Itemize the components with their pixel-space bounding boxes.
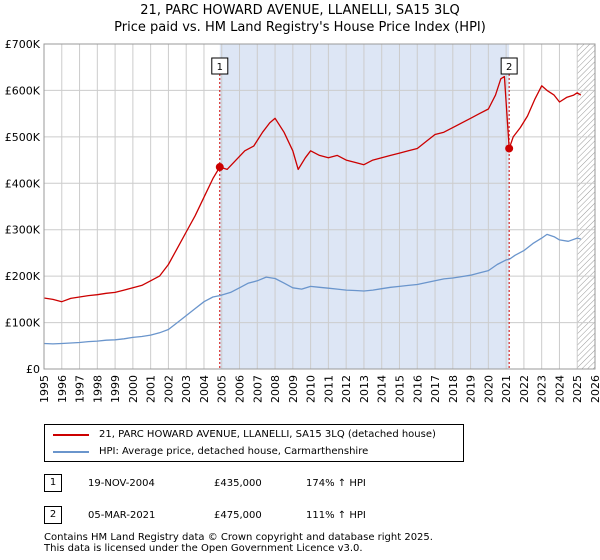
- annotation-box: [211, 57, 229, 75]
- x-tick-label: 2009: [287, 375, 300, 403]
- transaction-number: 1: [44, 474, 62, 492]
- property-series-line: [43, 75, 582, 303]
- chart-title: 21, PARC HOWARD AVENUE, LLANELLI, SA15 3…: [0, 2, 600, 36]
- x-tick-label: 2006: [234, 375, 247, 403]
- x-tick-label: 2000: [127, 375, 140, 403]
- sale-point: [505, 144, 514, 153]
- y-tick-label: £300K: [5, 224, 41, 237]
- x-tick-label: 2003: [180, 375, 193, 403]
- x-tick-label: 2015: [393, 375, 406, 403]
- x-tick-label: 2016: [411, 375, 424, 403]
- price-chart: £0 £100K £200K £300K £400K £500K £600K £700K 199…: [5, 38, 600, 403]
- x-tick-label: 2017: [429, 375, 442, 403]
- y-tick-label: £500K: [5, 131, 41, 144]
- annotation-label: 1: [217, 62, 223, 73]
- x-tick-label: 2004: [198, 375, 211, 403]
- y-tick-label: £400K: [5, 177, 41, 190]
- transaction-price: £435,000: [214, 478, 262, 489]
- x-tick-label: 1998: [91, 375, 104, 403]
- x-tick-label: 2021: [500, 375, 513, 403]
- legend-label-property: 21, PARC HOWARD AVENUE, LLANELLI, SA15 3…: [99, 429, 436, 440]
- forecast-hatch: [577, 44, 595, 369]
- x-tick-label: 2007: [251, 375, 264, 403]
- x-tick-label: 2008: [269, 375, 282, 403]
- x-tick-label: 2010: [305, 375, 318, 403]
- x-tick-label: 2023: [536, 375, 549, 403]
- x-tick-label: 2012: [340, 375, 353, 403]
- transaction-hpi: 174% ↑ HPI: [306, 478, 366, 489]
- footer: Contains HM Land Registry data © Crown c…: [44, 532, 433, 554]
- annotation-box: [500, 57, 518, 75]
- x-tick-label: 2005: [216, 375, 229, 403]
- sale-point: [215, 163, 224, 172]
- y-tick-label: £0: [26, 363, 40, 376]
- legend-swatch-hpi: [53, 451, 89, 453]
- title-line-1: 21, PARC HOWARD AVENUE, LLANELLI, SA15 3…: [140, 3, 460, 18]
- plot-border: [43, 43, 596, 370]
- footer-line-1: Contains HM Land Registry data © Crown c…: [44, 532, 433, 543]
- x-tick-label: 2019: [465, 375, 478, 403]
- transaction-row: 1 19-NOV-2004 £435,000 174% ↑ HPI: [44, 474, 564, 492]
- x-tick-label: 2002: [162, 375, 175, 403]
- annotation-label: 2: [506, 62, 512, 73]
- x-tick-label: 1999: [109, 375, 122, 403]
- x-tick-label: 2025: [571, 375, 584, 403]
- x-tick-label: 1996: [56, 375, 69, 403]
- transaction-hpi: 111% ↑ HPI: [306, 510, 366, 521]
- transaction-number: 2: [44, 506, 62, 524]
- x-tick-label: 2014: [376, 375, 389, 403]
- x-tick-label: 2026: [589, 375, 600, 403]
- transaction-price: £475,000: [214, 510, 262, 521]
- y-tick-label: £700K: [5, 38, 41, 51]
- legend-label-hpi: HPI: Average price, detached house, Carm…: [99, 446, 369, 457]
- x-tick-label: 2024: [553, 375, 566, 403]
- x-tick-label: 2018: [447, 375, 460, 403]
- x-tick-label: 2011: [322, 375, 335, 403]
- y-tick-label: £600K: [5, 84, 41, 97]
- footer-line-2: This data is licensed under the Open Gov…: [44, 543, 363, 554]
- legend: 21, PARC HOWARD AVENUE, LLANELLI, SA15 3…: [44, 424, 464, 462]
- y-tick-label: £200K: [5, 270, 41, 283]
- transaction-row: 2 05-MAR-2021 £475,000 111% ↑ HPI: [44, 506, 564, 524]
- y-tick-label: £100K: [5, 317, 41, 330]
- x-tick-label: 2013: [358, 375, 371, 403]
- hpi-series-line: [43, 233, 581, 345]
- x-tick-label: 1995: [38, 375, 51, 403]
- title-line-2: Price paid vs. HM Land Registry's House …: [114, 20, 486, 35]
- x-tick-label: 2020: [482, 375, 495, 403]
- shaded-period: [219, 44, 510, 369]
- transaction-date: 19-NOV-2004: [88, 478, 155, 489]
- x-tick-label: 2022: [518, 375, 531, 403]
- x-tick-label: 2001: [145, 375, 158, 403]
- transaction-date: 05-MAR-2021: [88, 510, 156, 521]
- x-tick-label: 1997: [74, 375, 87, 403]
- legend-swatch-property: [53, 434, 89, 436]
